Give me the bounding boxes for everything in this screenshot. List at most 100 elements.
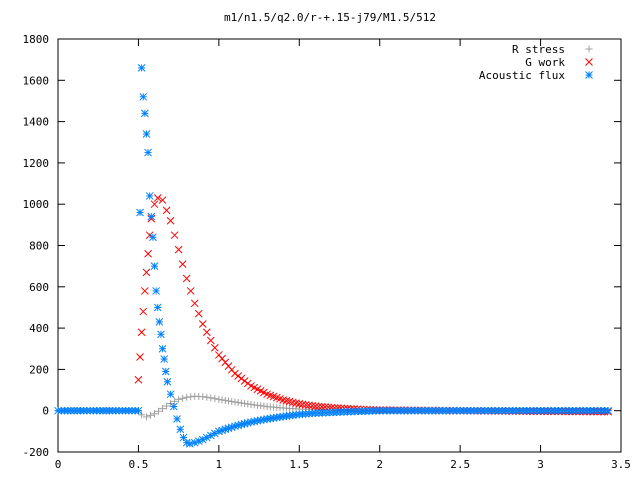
data-point: [175, 395, 183, 403]
y-tick-label: 1400: [23, 116, 50, 129]
data-point: [237, 374, 246, 383]
x-tick-label: 3: [537, 458, 544, 471]
y-tick-label: 800: [29, 240, 49, 253]
data-point: [162, 206, 171, 215]
data-point: [139, 92, 148, 101]
data-point: [202, 328, 211, 337]
data-point: [158, 344, 167, 353]
data-point: [142, 413, 150, 421]
data-point: [210, 343, 219, 352]
data-point: [206, 336, 215, 345]
data-point: [141, 109, 149, 118]
data-point: [136, 353, 144, 361]
data-point: [153, 194, 162, 202]
data-point: [163, 402, 171, 410]
chart-title: m1/n1.5/q2.0/r-+.15-j79/M1.5/512: [224, 11, 436, 24]
data-point: [305, 401, 313, 410]
data-point: [160, 355, 169, 363]
chart-marks: [54, 64, 612, 448]
data-point: [174, 245, 183, 254]
data-point: [176, 425, 185, 434]
data-point: [225, 397, 233, 405]
y-tick-label: 0: [42, 405, 49, 418]
data-point: [347, 407, 355, 416]
data-point: [169, 402, 178, 411]
x-tick-label: 1.5: [289, 458, 309, 471]
y-tick-label: -200: [23, 446, 50, 459]
data-point: [170, 231, 179, 240]
data-point: [228, 397, 236, 405]
series-acoustic-flux: [54, 64, 612, 448]
data-point: [153, 303, 162, 312]
x-tick-label: 0.5: [128, 458, 148, 471]
x-tick-label: 2.5: [450, 458, 470, 471]
y-tick-label: 1600: [23, 74, 50, 87]
data-point: [203, 393, 211, 401]
data-point: [142, 268, 151, 277]
y-tick-label: 1800: [23, 33, 50, 46]
data-point: [144, 148, 152, 157]
data-point: [155, 407, 163, 415]
data-point: [234, 372, 243, 380]
data-point: [178, 260, 187, 268]
plot-frame: [57, 38, 622, 453]
data-point: [147, 212, 156, 221]
data-point: [186, 439, 194, 448]
data-point: [317, 402, 326, 411]
data-point: [134, 375, 143, 384]
data-point: [150, 262, 159, 271]
data-point: [141, 287, 149, 295]
data-point: [149, 233, 157, 242]
y-tick-label: 200: [29, 363, 49, 376]
data-point: [314, 402, 323, 411]
data-point: [136, 208, 144, 217]
data-point: [182, 274, 191, 283]
data-point: [586, 406, 595, 415]
data-point: [600, 406, 609, 415]
legend-label: R stress: [512, 43, 565, 56]
x-tick-label: 3.5: [611, 458, 631, 471]
data-point: [593, 406, 602, 415]
data-point: [183, 393, 191, 401]
y-tick-label: 1200: [23, 157, 50, 170]
data-point: [150, 200, 159, 209]
data-point: [329, 408, 338, 417]
data-point: [137, 64, 146, 72]
data-point: [166, 216, 175, 225]
data-point: [186, 287, 195, 295]
data-point: [301, 400, 310, 409]
data-point: [137, 328, 146, 337]
y-tick-label: 1000: [23, 198, 50, 211]
data-point: [543, 406, 552, 415]
data-point: [155, 318, 164, 326]
data-point: [187, 393, 195, 401]
data-point: [218, 396, 226, 404]
x-tick-label: 0: [55, 458, 62, 471]
data-point: [558, 406, 566, 415]
data-point: [240, 377, 249, 385]
data-point: [161, 367, 170, 376]
data-point: [142, 130, 151, 138]
data-point: [590, 406, 598, 415]
data-point: [295, 400, 304, 408]
data-point: [568, 406, 577, 415]
data-point: [138, 411, 146, 419]
legend-marker: [585, 71, 593, 79]
data-point: [163, 377, 172, 386]
legend-marker: [585, 58, 593, 66]
data-point: [146, 411, 154, 419]
data-point: [190, 438, 199, 447]
data-point: [575, 406, 584, 415]
data-point: [194, 309, 203, 318]
x-tick-label: 1: [216, 458, 223, 471]
data-point: [199, 393, 207, 401]
y-tick-label: 600: [29, 281, 49, 294]
data-point: [308, 401, 317, 410]
data-point: [231, 369, 239, 378]
data-point: [572, 406, 580, 415]
data-point: [139, 307, 148, 316]
legend-label: G work: [525, 56, 565, 69]
series-g-work: [134, 194, 612, 416]
y-tick-label: 400: [29, 322, 49, 335]
